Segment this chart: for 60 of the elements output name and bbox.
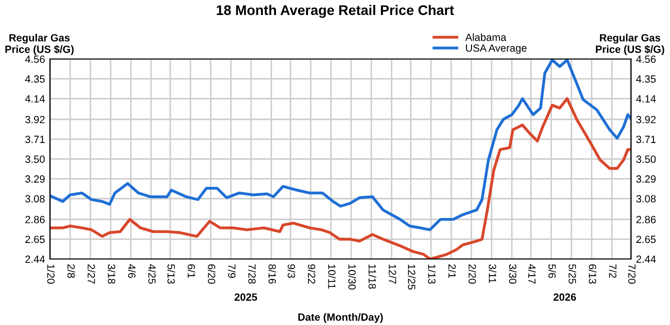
y2-tick-label: 2.44 xyxy=(636,256,656,263)
x-tick-label: 9/22 xyxy=(308,264,316,284)
y-tick-label: 2.65 xyxy=(25,236,45,244)
x-tick-label: 4/6 xyxy=(128,264,136,278)
x-tick-label: 5/25 xyxy=(568,264,576,284)
x-tick-label: 12/25 xyxy=(408,264,416,290)
x-tick-label: 3/18 xyxy=(108,264,116,284)
x-tick-label: 3/11 xyxy=(488,264,496,283)
x-tick-label: 7/28 xyxy=(248,264,256,284)
y2-axis-title: Regular Gas Price (US $/G) xyxy=(596,34,664,55)
x-tick-label: 1/20 xyxy=(47,264,55,284)
x-tick-label: 9/3 xyxy=(288,264,296,278)
x-axis-title: Date (Month/Day) xyxy=(298,313,383,323)
x-tick-label: 11/18 xyxy=(368,264,376,289)
y2-tick-label: 4.56 xyxy=(636,56,656,63)
y2-tick-label: 3.71 xyxy=(636,136,656,144)
x-tick-label: 7/20 xyxy=(628,264,636,284)
y-tick-label: 2.44 xyxy=(25,256,45,263)
y-tick-label: 3.92 xyxy=(25,116,45,124)
x-tick-label: 6/20 xyxy=(208,264,216,284)
x-tick-label: 7/2 xyxy=(609,264,617,278)
y-tick-label: 3.08 xyxy=(25,195,45,202)
x-tick-label: 2/8 xyxy=(67,264,76,278)
y2-tick-label: 3.50 xyxy=(636,156,656,163)
x-tick-label: 4/17 xyxy=(528,264,536,284)
x-tick-label: 5/13 xyxy=(167,264,176,284)
y-tick-label: 2.86 xyxy=(25,216,45,224)
x-tick-label: 4/25 xyxy=(148,264,156,284)
x-tick-label: 1/13 xyxy=(428,264,436,284)
y-tick-label: 4.14 xyxy=(25,95,45,102)
y-tick-label: 4.56 xyxy=(25,56,45,63)
y2-tick-label: 3.29 xyxy=(636,175,656,183)
text: 2025 xyxy=(234,293,258,301)
y2-tick-label: 3.92 xyxy=(636,116,656,124)
y2-tick-label: 4.35 xyxy=(636,75,656,83)
x-tick-label: 7/9 xyxy=(228,264,236,278)
y-axis-title: Regular Gas Price (US $/G) xyxy=(5,34,74,55)
x-tick-label: 2/1 xyxy=(448,264,456,278)
legend-label: USA Average xyxy=(466,44,527,54)
x-tick-label: 2/20 xyxy=(468,264,476,284)
x-tick-label: 10/11 xyxy=(328,264,336,289)
y2-tick-label: 3.08 xyxy=(636,195,656,202)
y2-tick-label: 2.86 xyxy=(636,216,656,224)
x-tick-label: 10/30 xyxy=(348,264,356,290)
x-tick-label: 6/13 xyxy=(588,264,596,284)
y2-tick-label: 4.14 xyxy=(636,95,656,102)
x-tick-label: 5/6 xyxy=(548,264,556,278)
text: 2026 xyxy=(554,293,576,301)
y-tick-label: 3.29 xyxy=(25,175,45,183)
y-tick-label: 3.50 xyxy=(25,156,45,163)
x-tick-label: 6/1 xyxy=(188,264,196,278)
legend-label: Alabama xyxy=(465,33,506,41)
x-tick-label: 8/16 xyxy=(268,264,276,284)
y-tick-label: 4.35 xyxy=(25,75,45,83)
y-tick-label: 3.71 xyxy=(25,136,45,144)
x-tick-label: 12/7 xyxy=(388,264,396,284)
x-tick-label: 3/30 xyxy=(509,264,517,284)
chart-title: 18 Month Average Retail Price Chart xyxy=(216,4,454,18)
x-tick-label: 2/27 xyxy=(88,264,96,284)
y2-tick-label: 2.65 xyxy=(636,236,656,244)
